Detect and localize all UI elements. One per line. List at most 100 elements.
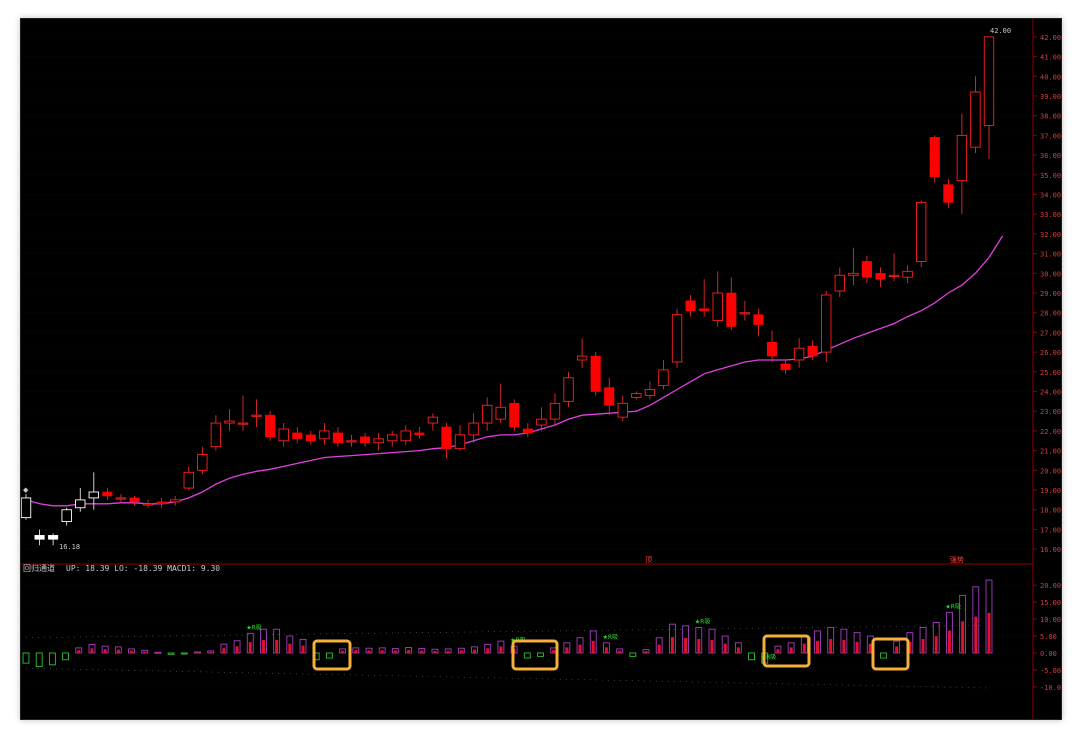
highlight-box-2 xyxy=(511,639,559,671)
candle-body xyxy=(400,430,411,442)
indicator-bar-fill xyxy=(921,638,925,653)
candle-body xyxy=(536,418,547,426)
main-ytick-label: 18.00 xyxy=(1040,507,1061,515)
candle-body xyxy=(590,355,601,392)
main-ytick-label: 31.00 xyxy=(1040,251,1061,259)
candle-body xyxy=(915,201,927,262)
candle-body xyxy=(156,501,167,505)
candle-body xyxy=(780,363,791,371)
indicator-bar-fill xyxy=(723,643,727,653)
candle-body xyxy=(360,436,371,444)
main-ytick-label: 22.00 xyxy=(1040,428,1061,436)
candle-body xyxy=(481,404,493,424)
indicator-bar-negative xyxy=(325,652,333,659)
candle-body xyxy=(509,403,520,428)
candle-body xyxy=(726,292,737,327)
candle-body xyxy=(115,497,127,500)
indicator-values: UP: 18.39 LO: -18.39 MACD1: 9.30 xyxy=(66,564,220,573)
indicator-bar-outline xyxy=(932,622,940,654)
indicator-bar-fill xyxy=(934,636,938,653)
candle-body xyxy=(88,491,100,499)
indicator-bar-fill xyxy=(380,650,384,653)
chart-window: 16.00 17.00 18.00 19.00 20.00 21.00 22.00 23.00… xyxy=(20,18,1062,720)
indicator-bar-outline xyxy=(352,647,360,654)
sub-ytick-label: 10.00 xyxy=(1040,616,1061,624)
main-ytick-label: 38.00 xyxy=(1040,113,1061,121)
candle-body xyxy=(712,292,723,322)
candle-body xyxy=(983,36,995,126)
main-ytick-label: 20.00 xyxy=(1040,467,1061,475)
indicator-bar-fill xyxy=(565,647,569,653)
sub-ytick-label: 20.00 xyxy=(1040,582,1061,590)
channel-lower-line xyxy=(25,667,990,689)
candle-body xyxy=(875,272,886,280)
main-ytick-label: 39.00 xyxy=(1040,93,1061,101)
main-ytick-label: 23.00 xyxy=(1040,408,1061,416)
candle-body xyxy=(292,432,303,440)
indicator-bar-negative xyxy=(629,652,637,657)
candle-body xyxy=(48,535,59,540)
candle-body xyxy=(902,270,913,278)
left-edge-marker: ◆ xyxy=(23,486,29,494)
candle-body xyxy=(34,535,45,540)
signal-marker-label: ★R吸 xyxy=(945,603,961,610)
indicator-bar-outline xyxy=(75,647,83,654)
candle-body xyxy=(807,345,818,357)
indicator-bar-fill xyxy=(222,648,226,653)
indicator-bar-fill xyxy=(248,642,252,653)
indicator-bar-fill xyxy=(974,616,978,653)
indicator-bar-outline xyxy=(141,649,149,654)
candle-body xyxy=(468,422,479,436)
sub-ytick-label: 15.00 xyxy=(1040,599,1061,607)
candle-body xyxy=(237,422,249,425)
indicator-bar-fill xyxy=(868,643,872,653)
channel-upper-line xyxy=(25,625,990,638)
indicator-bar-fill xyxy=(446,650,450,653)
ma-line xyxy=(25,235,1004,507)
candle-body xyxy=(387,434,398,442)
candle-body xyxy=(766,341,778,357)
indicator-bar-outline xyxy=(642,649,650,654)
indicator-bar-negative xyxy=(748,652,755,661)
candle-body xyxy=(753,314,764,325)
indicator-bar-outline xyxy=(774,645,782,654)
candle-body xyxy=(414,432,425,436)
candle-body xyxy=(305,434,316,442)
candle-body xyxy=(169,499,181,503)
candle-body xyxy=(739,312,751,315)
candle-body xyxy=(658,369,669,387)
highlight-box-4 xyxy=(871,637,910,671)
indicator-bar-fill xyxy=(552,650,556,653)
candle-body xyxy=(631,393,642,398)
candle-body xyxy=(61,509,72,523)
candle-body xyxy=(373,438,384,444)
candle-body xyxy=(604,387,615,406)
candle-body xyxy=(102,491,113,497)
candle-body xyxy=(495,406,506,420)
candle-body xyxy=(427,416,439,424)
indicator-bar-fill xyxy=(499,646,503,653)
candle-body xyxy=(943,184,954,203)
candle-body xyxy=(848,272,859,276)
main-ytick-label: 37.00 xyxy=(1040,132,1061,140)
price-chart-svg[interactable]: 16.00 17.00 18.00 19.00 20.00 21.00 22.00 23.00… xyxy=(21,19,1061,719)
highlight-box-1 xyxy=(312,639,352,671)
indicator-bar-fill xyxy=(275,639,279,653)
main-ytick-label: 42.00 xyxy=(1040,34,1061,42)
candle-body xyxy=(617,402,628,418)
indicator-bar-negative xyxy=(523,652,531,659)
candle-body xyxy=(956,134,968,182)
indicator-bar-fill xyxy=(90,648,94,653)
main-ytick-label: 17.00 xyxy=(1040,526,1061,534)
min-price-label: 16.18 xyxy=(59,543,80,551)
indicator-bar-fill xyxy=(393,650,397,653)
candle-body xyxy=(576,355,588,361)
bottom-label-first: 顶 xyxy=(645,556,652,564)
indicator-bar-fill xyxy=(103,649,107,653)
indicator-bar-negative xyxy=(35,652,43,667)
indicator-bar-negative xyxy=(22,652,30,664)
indicator-bar-fill xyxy=(987,612,991,653)
candle-body xyxy=(224,420,235,424)
indicator-bar-fill xyxy=(855,641,859,653)
candle-body xyxy=(441,426,452,449)
